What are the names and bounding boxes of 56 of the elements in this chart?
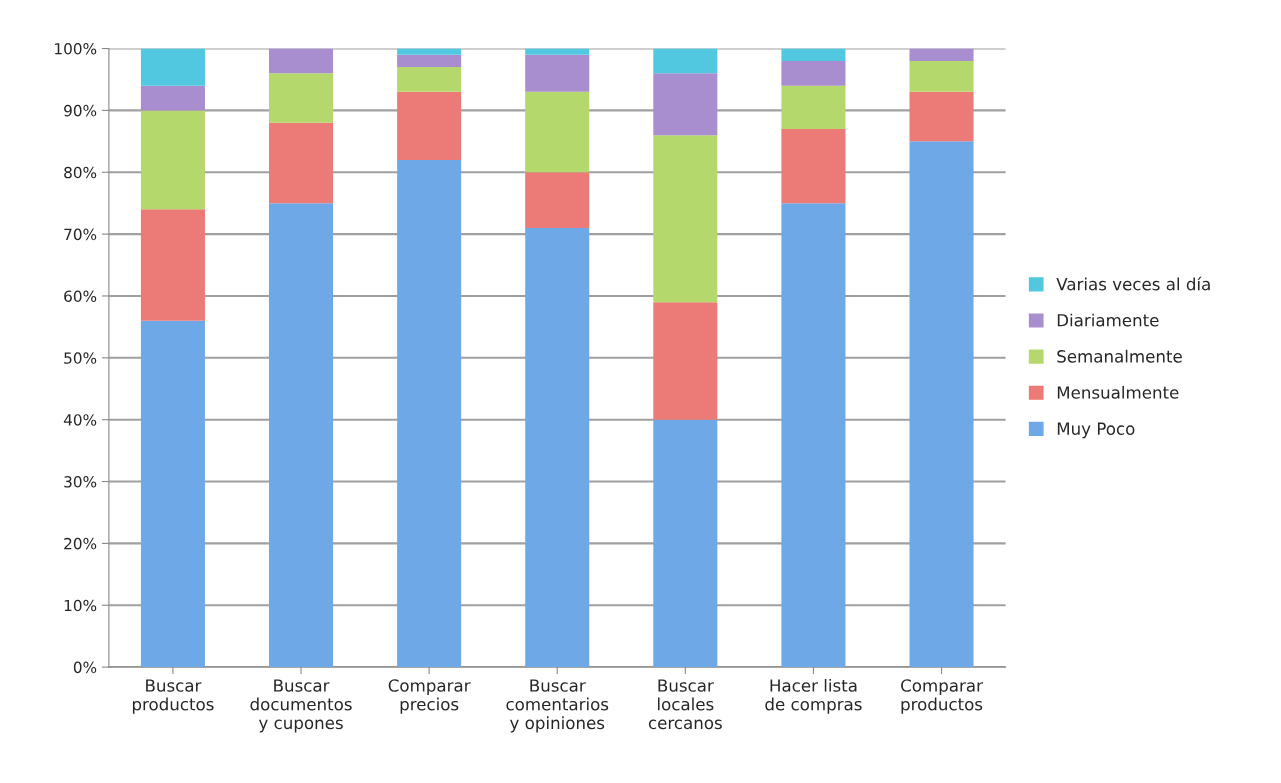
x-tick-label: Hacer lista de compras <box>765 678 862 714</box>
bar <box>909 48 974 61</box>
legend-label: Mensualmente <box>1057 385 1179 399</box>
bar <box>525 54 590 92</box>
x-tick-label: Buscar documentos y cupones <box>250 679 352 733</box>
y-tick-label: 100% <box>55 43 97 55</box>
bar <box>140 320 205 668</box>
y-tick-label: 90% <box>64 104 97 117</box>
bar <box>653 135 718 303</box>
bar <box>653 48 718 74</box>
bar <box>909 91 974 142</box>
bar <box>781 85 846 129</box>
legend-label: Semanalmente <box>1057 349 1182 363</box>
x-tick-label: Buscar comentarios y opiniones <box>506 679 609 733</box>
bar <box>525 172 590 228</box>
bar <box>909 141 974 668</box>
bar <box>781 48 846 61</box>
bar <box>525 91 590 173</box>
legend-label: Muy Poco <box>1057 422 1135 439</box>
bar <box>269 203 334 668</box>
bar <box>140 85 205 111</box>
bar <box>653 419 718 668</box>
bar <box>781 203 846 668</box>
bar <box>140 209 205 321</box>
bar <box>269 48 334 74</box>
bar <box>140 110 205 210</box>
y-tick-label: 50% <box>64 352 97 364</box>
y-tick-label: 30% <box>64 476 97 488</box>
bar <box>397 91 462 160</box>
y-tick-label: 40% <box>63 414 97 426</box>
bar <box>397 159 462 668</box>
bar <box>781 128 846 204</box>
x-tick-label: Comparar productos <box>901 679 983 714</box>
y-tick-label: 10% <box>64 599 97 612</box>
x-tick-label: Buscar locales cercanos <box>648 679 722 730</box>
y-tick-label: 70% <box>64 228 97 241</box>
legend-label: Varias veces al día <box>1056 276 1210 291</box>
bar <box>140 48 205 86</box>
bar <box>653 302 718 420</box>
bar <box>525 227 590 668</box>
y-tick-label: 0% <box>73 661 97 674</box>
y-tick-label: 80% <box>64 166 97 179</box>
bar <box>909 60 974 92</box>
bar <box>653 73 718 136</box>
bar <box>397 67 462 92</box>
bar <box>525 48 590 55</box>
bar <box>781 60 846 86</box>
y-tick-label: 60% <box>64 290 97 302</box>
y-tick-label: 20% <box>64 537 97 550</box>
bar <box>269 122 334 204</box>
bar <box>397 48 462 55</box>
x-tick-label: Comparar precios <box>388 679 471 714</box>
bar <box>269 73 334 123</box>
bar <box>397 54 462 68</box>
legend-label: Diariamente <box>1057 313 1159 327</box>
x-tick-label: Buscar productos <box>132 679 214 714</box>
